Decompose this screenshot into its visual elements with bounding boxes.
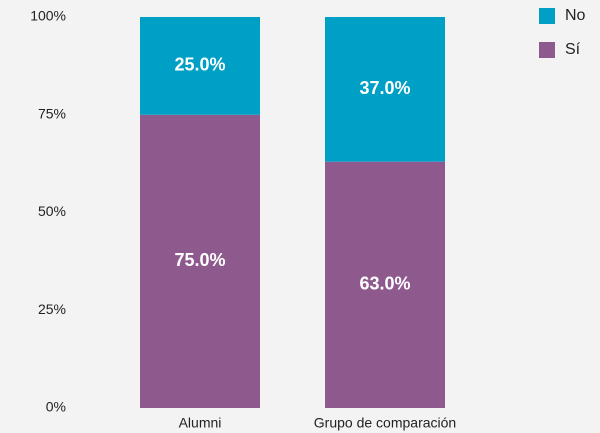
legend-label: No [565,7,586,24]
legend-swatch [539,42,555,58]
value-label: 63.0% [359,274,410,294]
bar-segment [140,114,260,408]
y-tick-label: 75% [38,105,66,121]
legend-label: Sí [565,41,581,58]
bar-segment [325,161,445,408]
bar-segment [325,17,445,162]
y-tick-label: 0% [46,399,66,415]
bar-segment [140,17,260,115]
value-label: 37.0% [359,78,410,98]
value-label: 75.0% [174,250,225,270]
x-tick-label: Alumni [179,415,222,431]
y-tick-label: 25% [38,301,66,317]
x-tick-label: Grupo de comparación [314,415,456,431]
y-tick-label: 100% [30,8,66,24]
y-tick-label: 50% [38,203,66,219]
legend-swatch [539,8,555,24]
value-label: 25.0% [174,55,225,75]
